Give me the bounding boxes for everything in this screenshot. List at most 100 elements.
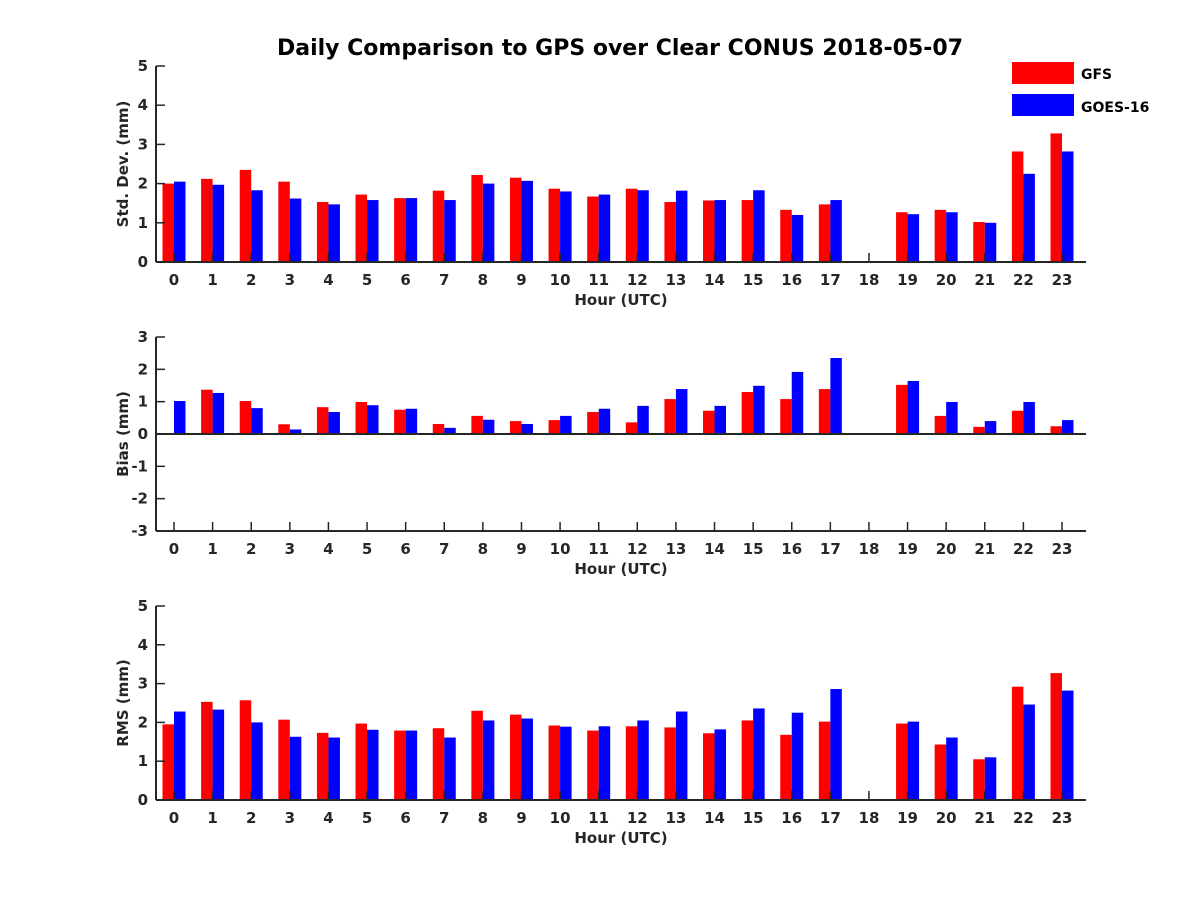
std-dev-x-tick-label: 0 — [169, 271, 179, 289]
bias-x-tick-label: 3 — [285, 540, 295, 558]
bias-bar-gfs-hour-15 — [741, 391, 754, 434]
rms-x-tick-label: 4 — [323, 809, 333, 827]
rms-x-tick-label: 19 — [897, 809, 918, 827]
bias-bar-goes16-hour-17 — [830, 358, 842, 434]
bias-bar-goes16-hour-13 — [675, 389, 688, 434]
rms-bar-goes16-hour-22 — [1023, 704, 1035, 800]
std-dev-x-tick-label: 6 — [400, 271, 410, 289]
std-dev-x-tick-label: 22 — [1013, 271, 1034, 289]
bias-bar-goes16-hour-12 — [637, 405, 649, 434]
bias-bar-goes16-hour-1 — [212, 392, 225, 434]
bias-bar-goes16-hour-3 — [289, 429, 302, 434]
std-dev-y-tick-label: 3 — [138, 135, 148, 153]
bias-bar-goes16-hour-16 — [791, 371, 804, 434]
legend-label-gfs: GFS — [1081, 67, 1112, 83]
std-dev-bar-gfs-hour-11 — [587, 196, 599, 262]
std-dev-bar-gfs-hour-3 — [278, 181, 290, 262]
rms-x-axis-title: Hour (UTC) — [574, 829, 667, 847]
std-dev-x-tick-label: 14 — [704, 271, 725, 289]
bias-bar-gfs-hour-8 — [471, 415, 483, 434]
std-dev-bar-gfs-hour-20 — [934, 209, 947, 262]
bias-bar-goes16-hour-9 — [521, 423, 533, 434]
rms-bar-goes16-hour-16 — [791, 712, 804, 800]
std-dev-y-tick-label: 2 — [138, 175, 148, 193]
rms-bar-gfs-hour-7 — [432, 728, 445, 800]
bias-bar-gfs-hour-6 — [394, 409, 406, 434]
bias-x-tick-label: 11 — [588, 540, 609, 558]
rms-bar-goes16-hour-19 — [907, 721, 920, 800]
rms-bar-goes16-hour-6 — [405, 730, 418, 800]
std-dev-x-tick-label: 4 — [323, 271, 333, 289]
rms-x-tick-label: 15 — [743, 809, 764, 827]
bias-bar-gfs-hour-22 — [1011, 410, 1024, 434]
rms-bar-gfs-hour-2 — [239, 700, 252, 800]
std-dev-bar-goes16-hour-3 — [289, 198, 302, 262]
std-dev-bar-goes16-hour-1 — [212, 184, 225, 262]
rms-x-tick-label: 6 — [400, 809, 410, 827]
std-dev-x-tick-label: 3 — [285, 271, 295, 289]
bias-bar-gfs-hour-4 — [316, 407, 329, 434]
rms-bar-gfs-hour-9 — [509, 714, 522, 800]
bias-x-tick-label: 23 — [1052, 540, 1073, 558]
rms-bar-gfs-hour-4 — [316, 732, 329, 800]
rms-bar-gfs-hour-13 — [664, 727, 676, 800]
rms-x-tick-label: 23 — [1052, 809, 1073, 827]
bias-bar-gfs-hour-16 — [780, 399, 792, 434]
bias-bar-goes16-hour-23 — [1062, 420, 1074, 434]
rms-bar-gfs-hour-23 — [1050, 673, 1062, 800]
rms-bar-gfs-hour-16 — [780, 734, 792, 800]
bias-bar-gfs-hour-3 — [278, 424, 290, 434]
rms-bar-gfs-hour-5 — [355, 723, 368, 800]
bias-bar-gfs-hour-23 — [1050, 426, 1062, 434]
std-dev-x-tick-label: 5 — [362, 271, 372, 289]
std-dev-x-tick-label: 13 — [665, 271, 686, 289]
bias-x-tick-label: 12 — [627, 540, 648, 558]
std-dev-bar-goes16-hour-17 — [830, 200, 842, 262]
std-dev-y-axis-title: Std. Dev. (mm) — [114, 101, 132, 228]
bias-x-tick-label: 14 — [704, 540, 725, 558]
std-dev-bar-gfs-hour-17 — [818, 204, 831, 262]
bias-x-tick-label: 10 — [550, 540, 571, 558]
rms-x-tick-label: 8 — [478, 809, 488, 827]
std-dev-bar-goes16-hour-14 — [714, 200, 727, 262]
std-dev-bar-gfs-hour-22 — [1011, 151, 1024, 262]
std-dev-bar-goes16-hour-0 — [174, 181, 186, 262]
rms-bar-goes16-hour-3 — [289, 736, 302, 800]
bias-bar-goes16-hour-0 — [174, 401, 186, 434]
std-dev-x-tick-label: 15 — [743, 271, 764, 289]
std-dev-bar-gfs-hour-13 — [664, 202, 676, 262]
std-dev-x-tick-label: 21 — [974, 271, 995, 289]
bias-bar-gfs-hour-5 — [355, 401, 368, 434]
rms-bar-goes16-hour-9 — [521, 718, 533, 800]
bias-bar-goes16-hour-20 — [946, 401, 958, 434]
std-dev-bar-gfs-hour-19 — [896, 212, 908, 262]
rms-y-tick-label: 5 — [138, 597, 148, 615]
std-dev-bar-goes16-hour-9 — [521, 180, 533, 262]
std-dev-bar-gfs-hour-10 — [548, 188, 561, 262]
rms-x-tick-label: 12 — [627, 809, 648, 827]
bias-y-tick-label: -2 — [131, 490, 148, 508]
rms-x-tick-label: 21 — [974, 809, 995, 827]
bias-bar-gfs-hour-13 — [664, 399, 676, 434]
std-dev-x-tick-label: 2 — [246, 271, 256, 289]
rms-bar-gfs-hour-6 — [394, 730, 406, 800]
rms-bar-gfs-hour-1 — [201, 701, 213, 800]
rms-bar-goes16-hour-15 — [753, 708, 765, 800]
rms-bar-goes16-hour-23 — [1062, 690, 1074, 800]
bias-x-tick-label: 16 — [781, 540, 802, 558]
std-dev-bar-goes16-hour-11 — [598, 194, 611, 262]
std-dev-bar-gfs-hour-5 — [355, 194, 368, 262]
std-dev-bar-goes16-hour-21 — [984, 222, 997, 262]
std-dev-bar-goes16-hour-20 — [946, 212, 958, 262]
std-dev-x-tick-label: 23 — [1052, 271, 1073, 289]
rms-bar-goes16-hour-20 — [946, 737, 958, 800]
bias-bar-goes16-hour-19 — [907, 380, 920, 434]
std-dev-bar-goes16-hour-15 — [753, 190, 765, 262]
rms-bar-gfs-hour-20 — [934, 744, 947, 800]
rms-x-tick-label: 1 — [207, 809, 217, 827]
std-dev-x-tick-label: 9 — [516, 271, 526, 289]
std-dev-bar-goes16-hour-19 — [907, 214, 920, 262]
std-dev-bar-goes16-hour-2 — [251, 190, 263, 262]
